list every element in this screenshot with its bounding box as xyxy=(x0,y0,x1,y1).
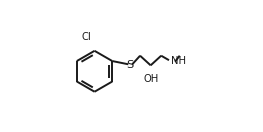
Text: S: S xyxy=(126,60,134,70)
Text: NH: NH xyxy=(171,56,186,66)
Text: Cl: Cl xyxy=(81,32,91,42)
Text: OH: OH xyxy=(143,74,158,84)
